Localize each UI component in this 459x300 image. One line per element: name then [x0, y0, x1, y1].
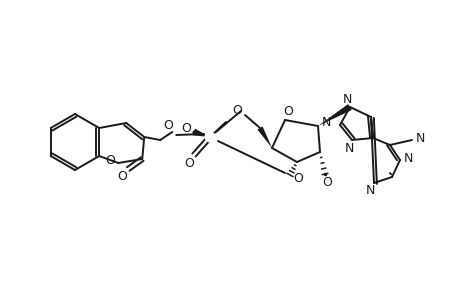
Text: N: N [364, 184, 374, 197]
Text: P: P [206, 130, 213, 143]
Text: N: N [321, 116, 330, 128]
Text: O: O [163, 118, 173, 131]
Text: N: N [341, 92, 351, 106]
Text: O: O [282, 104, 292, 118]
Text: N: N [414, 131, 424, 145]
Text: O: O [117, 169, 127, 182]
Text: P: P [206, 130, 213, 143]
Circle shape [205, 132, 214, 142]
Polygon shape [317, 104, 351, 126]
Polygon shape [257, 127, 271, 148]
Polygon shape [192, 129, 210, 137]
Text: O: O [292, 172, 302, 185]
Text: O: O [105, 154, 115, 166]
Text: O: O [321, 176, 331, 190]
Text: N: N [344, 142, 353, 154]
Circle shape [204, 131, 215, 142]
Text: O: O [231, 103, 241, 116]
Text: O: O [181, 122, 190, 134]
Text: O: O [184, 157, 194, 169]
Text: N: N [403, 152, 412, 164]
